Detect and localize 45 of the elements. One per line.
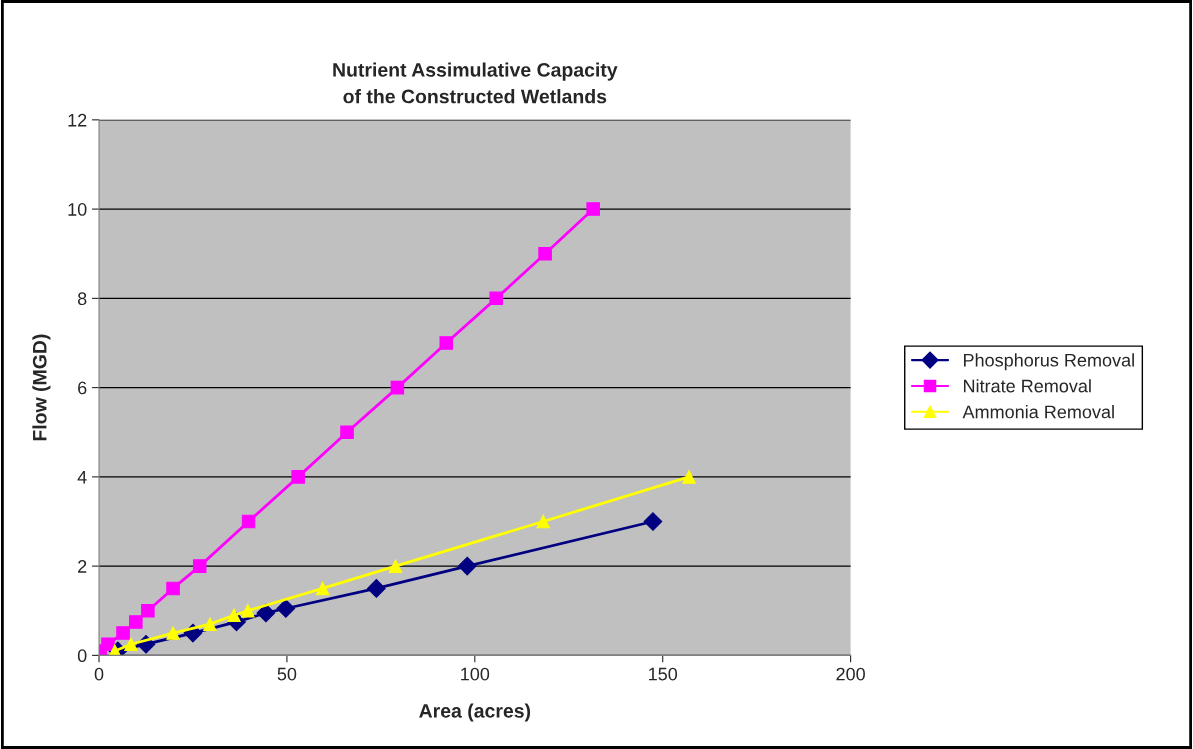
point xyxy=(340,425,354,440)
chart-title: Nutrient Assimulative Capacity of the Constructed Wetlands xyxy=(333,62,618,104)
point xyxy=(256,603,276,623)
x-tick-label: 100 xyxy=(461,667,490,681)
point xyxy=(388,559,403,573)
y-axis-title: Flow (MGD) xyxy=(32,334,51,441)
point xyxy=(116,626,130,640)
y-tick-label: 12 xyxy=(68,113,87,127)
point xyxy=(276,599,296,618)
point xyxy=(390,380,405,395)
point xyxy=(192,559,207,573)
y-tick-label: 4 xyxy=(77,470,87,484)
legend-label: Nitrate Removal xyxy=(963,379,1091,393)
point xyxy=(129,615,143,629)
point xyxy=(536,514,550,529)
point xyxy=(141,603,155,618)
point xyxy=(203,617,217,631)
y-tick-label: 10 xyxy=(68,203,87,216)
point xyxy=(682,470,696,484)
y-tick-label: 0 xyxy=(77,649,87,663)
point xyxy=(101,637,115,651)
y-tick-label: 8 xyxy=(77,292,87,306)
y-tick-label: 2 xyxy=(78,560,87,573)
point xyxy=(166,626,180,640)
point xyxy=(489,291,503,306)
x-axis-title: Area (acres) xyxy=(419,703,531,722)
point xyxy=(241,603,255,618)
point xyxy=(643,512,663,531)
x-tick-label: 150 xyxy=(649,667,678,681)
point xyxy=(586,202,600,216)
point xyxy=(457,556,477,576)
x-tick-label: 50 xyxy=(277,667,297,681)
point xyxy=(538,246,552,261)
point xyxy=(439,336,454,350)
legend-label: Phosphorus Removal xyxy=(963,353,1134,371)
legend-label: Ammonia Removal xyxy=(962,405,1114,419)
point xyxy=(291,470,305,484)
y-tick-label: 6 xyxy=(78,381,87,395)
point xyxy=(367,579,386,598)
point xyxy=(315,581,330,596)
x-tick-label: 200 xyxy=(836,667,865,681)
point xyxy=(241,514,256,529)
point xyxy=(124,637,138,651)
x-tick-label: 0 xyxy=(94,667,104,681)
point xyxy=(166,581,180,596)
